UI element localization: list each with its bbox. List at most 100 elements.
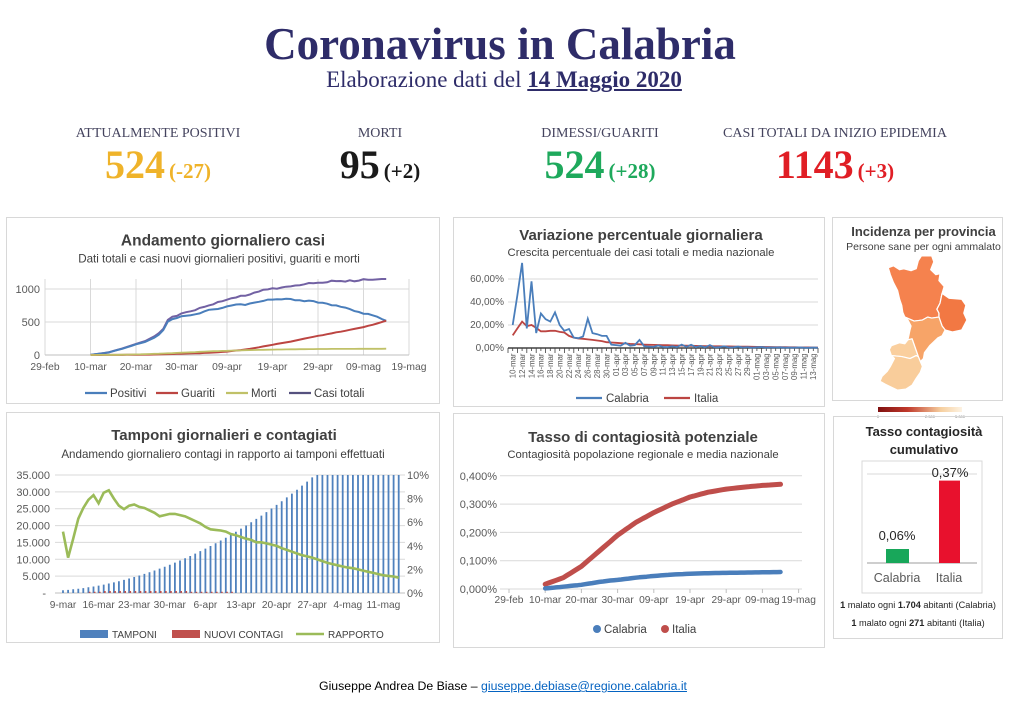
svg-text:Calabria: Calabria xyxy=(604,624,647,636)
svg-text:0,100%: 0,100% xyxy=(460,555,498,567)
svg-text:Calabria: Calabria xyxy=(874,571,921,585)
svg-text:09-apr: 09-apr xyxy=(212,362,242,373)
svg-text:-: - xyxy=(42,588,46,600)
svg-text:24-mar: 24-mar xyxy=(574,353,583,378)
svg-text:Italia: Italia xyxy=(694,393,719,405)
svg-text:11-mag: 11-mag xyxy=(800,354,809,380)
svg-text:0,00%: 0,00% xyxy=(476,343,504,354)
svg-text:05-mag: 05-mag xyxy=(771,354,780,380)
svg-text:09-mag: 09-mag xyxy=(790,354,799,380)
svg-text:30.000: 30.000 xyxy=(16,487,50,499)
svg-text:0,200%: 0,200% xyxy=(460,527,498,539)
svg-text:22-mar: 22-mar xyxy=(565,353,574,378)
svg-text:10-mar: 10-mar xyxy=(509,353,518,378)
svg-text:20,00%: 20,00% xyxy=(470,320,504,331)
svg-text:RAPPORTO: RAPPORTO xyxy=(328,630,384,641)
svg-text:16-mar: 16-mar xyxy=(82,600,115,611)
svg-text:27-apr: 27-apr xyxy=(297,600,327,611)
svg-text:8%: 8% xyxy=(407,494,423,506)
svg-text:1 malato ogni 1.704 abitanti (: 1 malato ogni 1.704 abitanti (Calabria) xyxy=(840,600,996,610)
svg-text:19-apr: 19-apr xyxy=(696,353,705,376)
svg-text:09-mag: 09-mag xyxy=(745,595,780,606)
svg-text:20-apr: 20-apr xyxy=(262,600,292,611)
svg-text:40,00%: 40,00% xyxy=(470,297,504,308)
svg-text:28-mar: 28-mar xyxy=(593,353,602,378)
svg-text:11-apr: 11-apr xyxy=(659,353,668,375)
svg-text:30-mar: 30-mar xyxy=(601,595,634,606)
svg-text:25-apr: 25-apr xyxy=(725,353,734,376)
svg-text:07-mag: 07-mag xyxy=(781,354,790,380)
svg-text:TAMPONI: TAMPONI xyxy=(112,630,157,641)
svg-text:29-apr: 29-apr xyxy=(743,353,752,376)
svg-text:29-feb: 29-feb xyxy=(495,595,524,606)
svg-text:19-apr: 19-apr xyxy=(675,595,705,606)
svg-text:10.000: 10.000 xyxy=(16,554,50,566)
svg-text:9-mar: 9-mar xyxy=(50,600,77,611)
svg-text:4-mag: 4-mag xyxy=(333,600,362,611)
svg-text:NUOVI CONTAGI: NUOVI CONTAGI xyxy=(204,630,283,641)
svg-text:21-apr: 21-apr xyxy=(706,353,715,376)
svg-text:5.000: 5.000 xyxy=(22,571,50,583)
svg-text:Tamponi giornalieri e contagia: Tamponi giornalieri e contagiati xyxy=(111,427,337,444)
svg-text:30-mar: 30-mar xyxy=(602,353,611,378)
svg-text:16-mar: 16-mar xyxy=(537,353,546,378)
svg-text:1000: 1000 xyxy=(16,284,40,296)
svg-text:Andamendo giornaliero contagi: Andamendo giornaliero contagi in rapport… xyxy=(61,448,384,461)
svg-text:Italia: Italia xyxy=(936,571,962,585)
svg-text:Dati totali e casi nuovi giorn: Dati totali e casi nuovi giornalieri pos… xyxy=(78,253,360,266)
svg-text:Crescita percentuale dei casi: Crescita percentuale dei casi totali e m… xyxy=(508,247,775,259)
svg-text:13-mag: 13-mag xyxy=(809,354,818,380)
svg-text:19-mag: 19-mag xyxy=(392,362,427,373)
svg-text:29-feb: 29-feb xyxy=(30,362,59,373)
svg-text:14-mar: 14-mar xyxy=(527,353,536,378)
svg-text:26-mar: 26-mar xyxy=(584,353,593,378)
svg-text:Casi totali: Casi totali xyxy=(314,388,365,400)
svg-text:19-apr: 19-apr xyxy=(258,362,288,373)
svg-text:35.000: 35.000 xyxy=(16,470,50,482)
svg-text:10-mar: 10-mar xyxy=(529,595,562,606)
svg-text:20.000: 20.000 xyxy=(16,521,50,533)
svg-text:Morti: Morti xyxy=(251,388,277,400)
svg-text:4%: 4% xyxy=(407,541,423,553)
svg-text:29-apr: 29-apr xyxy=(711,595,741,606)
svg-text:0%: 0% xyxy=(407,588,423,600)
svg-text:25.000: 25.000 xyxy=(16,504,50,516)
svg-text:09-apr: 09-apr xyxy=(649,353,658,376)
svg-text:Guariti: Guariti xyxy=(181,388,215,400)
svg-text:18-mar: 18-mar xyxy=(546,353,555,378)
svg-text:1 malato ogni 271 abitanti (It: 1 malato ogni 271 abitanti (Italia) xyxy=(851,618,984,628)
svg-text:13-apr: 13-apr xyxy=(668,353,677,376)
svg-text:01-mag: 01-mag xyxy=(753,354,762,380)
svg-text:0,000%: 0,000% xyxy=(460,584,498,596)
svg-text:0: 0 xyxy=(34,350,40,362)
svg-text:05-apr: 05-apr xyxy=(631,353,640,376)
svg-text:03-mag: 03-mag xyxy=(762,354,771,380)
svg-text:0,300%: 0,300% xyxy=(460,499,498,511)
svg-text:20-mar: 20-mar xyxy=(565,595,598,606)
svg-text:10-mar: 10-mar xyxy=(74,362,107,373)
svg-text:0,400%: 0,400% xyxy=(460,471,498,483)
svg-text:500: 500 xyxy=(22,317,40,329)
svg-text:01-apr: 01-apr xyxy=(612,353,621,376)
svg-text:09-mag: 09-mag xyxy=(346,362,381,373)
svg-text:29-apr: 29-apr xyxy=(303,362,333,373)
svg-text:09-apr: 09-apr xyxy=(639,595,669,606)
svg-text:23-apr: 23-apr xyxy=(715,353,724,376)
svg-text:6%: 6% xyxy=(407,517,423,529)
svg-text:Andamento giornaliero casi: Andamento giornaliero casi xyxy=(121,233,325,250)
svg-text:2%: 2% xyxy=(407,564,423,576)
svg-text:07-apr: 07-apr xyxy=(640,353,649,376)
svg-text:0,37%: 0,37% xyxy=(932,465,969,480)
svg-text:15.000: 15.000 xyxy=(16,537,50,549)
svg-text:0,06%: 0,06% xyxy=(879,528,916,543)
svg-text:30-mar: 30-mar xyxy=(154,600,187,611)
svg-text:23-mar: 23-mar xyxy=(118,600,151,611)
svg-text:Tasso di contagiosità potenzia: Tasso di contagiosità potenziale xyxy=(528,429,758,446)
svg-text:27-apr: 27-apr xyxy=(734,353,743,376)
svg-text:11-mag: 11-mag xyxy=(367,600,401,611)
svg-text:13-apr: 13-apr xyxy=(226,600,256,611)
svg-text:03-apr: 03-apr xyxy=(621,353,630,376)
svg-text:6-apr: 6-apr xyxy=(194,600,218,611)
svg-text:Variazione percentuale giornal: Variazione percentuale giornaliera xyxy=(519,227,763,244)
svg-text:Positivi: Positivi xyxy=(110,388,146,400)
